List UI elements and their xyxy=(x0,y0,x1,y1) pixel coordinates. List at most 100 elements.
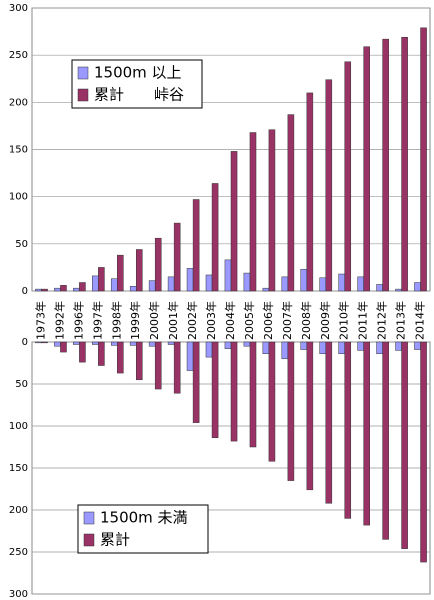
x-tick-label: 1996年 xyxy=(71,301,85,340)
x-tick-label: 2007年 xyxy=(280,301,294,340)
legend-label: 1500m 以上 xyxy=(94,64,182,82)
bar xyxy=(148,341,156,347)
bar xyxy=(401,36,408,292)
x-tick-label: 2009年 xyxy=(318,301,332,340)
x-tick-group: 2008年 xyxy=(299,301,313,340)
bar xyxy=(186,341,194,371)
bar xyxy=(363,46,370,292)
bar xyxy=(300,341,308,350)
bar xyxy=(205,341,213,358)
bar xyxy=(281,341,289,360)
bar xyxy=(60,285,67,292)
legend-box xyxy=(71,59,203,109)
x-tick-label: 2004年 xyxy=(223,301,237,340)
bar xyxy=(211,341,219,439)
bar xyxy=(79,341,86,363)
x-tick-group: 2009年 xyxy=(318,301,332,340)
bar xyxy=(173,341,181,394)
x-tick-label: 2010年 xyxy=(337,301,351,340)
x-tick-group: 2014年 xyxy=(413,301,427,340)
y-tick-label: 0 xyxy=(22,286,28,297)
bar xyxy=(344,61,352,292)
x-tick-group: 2007年 xyxy=(280,301,294,340)
y-tick-label: 50 xyxy=(15,239,28,250)
bar xyxy=(401,341,408,549)
y-tick-label: 100 xyxy=(9,192,28,203)
bar xyxy=(92,341,99,345)
bar xyxy=(117,341,124,374)
x-tick-group: 1998年 xyxy=(109,301,123,340)
bar xyxy=(319,277,327,292)
bar xyxy=(376,284,383,292)
bar xyxy=(135,249,143,292)
bar xyxy=(243,272,251,292)
legend-swatch xyxy=(83,511,95,525)
y-tick-label: 50 xyxy=(15,379,28,390)
bar xyxy=(110,278,118,292)
bar xyxy=(268,129,276,292)
bar xyxy=(148,280,156,292)
bar xyxy=(414,341,421,350)
x-tick-label: 2005年 xyxy=(242,301,256,340)
bar xyxy=(173,222,181,292)
x-tick-group: 1997年 xyxy=(90,301,104,340)
x-tick-label: 1997年 xyxy=(90,301,104,340)
x-tick-group: 2002年 xyxy=(185,301,199,340)
bar xyxy=(395,288,402,292)
bar xyxy=(35,288,42,292)
x-tick-label: 1992年 xyxy=(52,301,66,340)
bar xyxy=(414,282,421,292)
legend-swatch xyxy=(83,533,95,547)
x-tick-label: 2001年 xyxy=(166,301,180,340)
bar xyxy=(338,273,345,292)
bar xyxy=(192,341,200,423)
x-tick-group: 1999年 xyxy=(128,301,142,340)
legend-swatch xyxy=(77,66,89,80)
x-tick-group: 2005年 xyxy=(242,301,256,340)
x-tick-label: 2012年 xyxy=(375,301,389,340)
bar xyxy=(60,341,67,353)
x-tick-label: 2000年 xyxy=(147,301,161,340)
y-tick-label: 300 xyxy=(9,589,28,600)
legend-box xyxy=(77,504,209,554)
bar xyxy=(73,341,80,345)
bar xyxy=(287,114,295,292)
x-tick-label: 1999年 xyxy=(128,301,142,340)
bar xyxy=(92,275,99,292)
bar xyxy=(287,341,295,481)
y-tick-label: 300 xyxy=(9,3,28,14)
bar xyxy=(325,79,333,292)
bar xyxy=(319,341,327,355)
y-tick-label: 200 xyxy=(9,505,28,516)
x-tick-label: 1973年 xyxy=(33,301,47,340)
legend-label: 累計 xyxy=(100,531,130,549)
bar xyxy=(110,341,118,346)
x-tick-group: 2000年 xyxy=(147,301,161,340)
bar xyxy=(420,27,427,292)
bar xyxy=(268,341,276,462)
bar xyxy=(154,237,162,292)
bar xyxy=(186,268,194,292)
bar xyxy=(154,341,162,390)
x-tick-group: 1973年 xyxy=(33,301,47,340)
bar xyxy=(262,341,270,355)
x-tick-group: 2012年 xyxy=(375,301,389,340)
bar xyxy=(357,276,364,292)
bar xyxy=(98,267,105,292)
y-tick-label: 150 xyxy=(9,145,28,156)
bar xyxy=(35,341,42,344)
bar xyxy=(54,341,61,347)
x-tick-group: 1992年 xyxy=(52,301,66,340)
bar xyxy=(376,341,383,355)
bar xyxy=(41,288,48,292)
x-tick-group: 2001年 xyxy=(166,301,180,340)
x-tick-label: 2006年 xyxy=(261,301,275,340)
x-tick-label: 2002年 xyxy=(185,301,199,340)
y-tick-label: 0 xyxy=(22,337,28,348)
x-tick-group: 2011年 xyxy=(356,301,370,340)
y-tick-label: 100 xyxy=(9,421,28,432)
bar xyxy=(344,341,352,519)
bar xyxy=(338,341,345,355)
y-tick-label: 200 xyxy=(9,97,28,108)
